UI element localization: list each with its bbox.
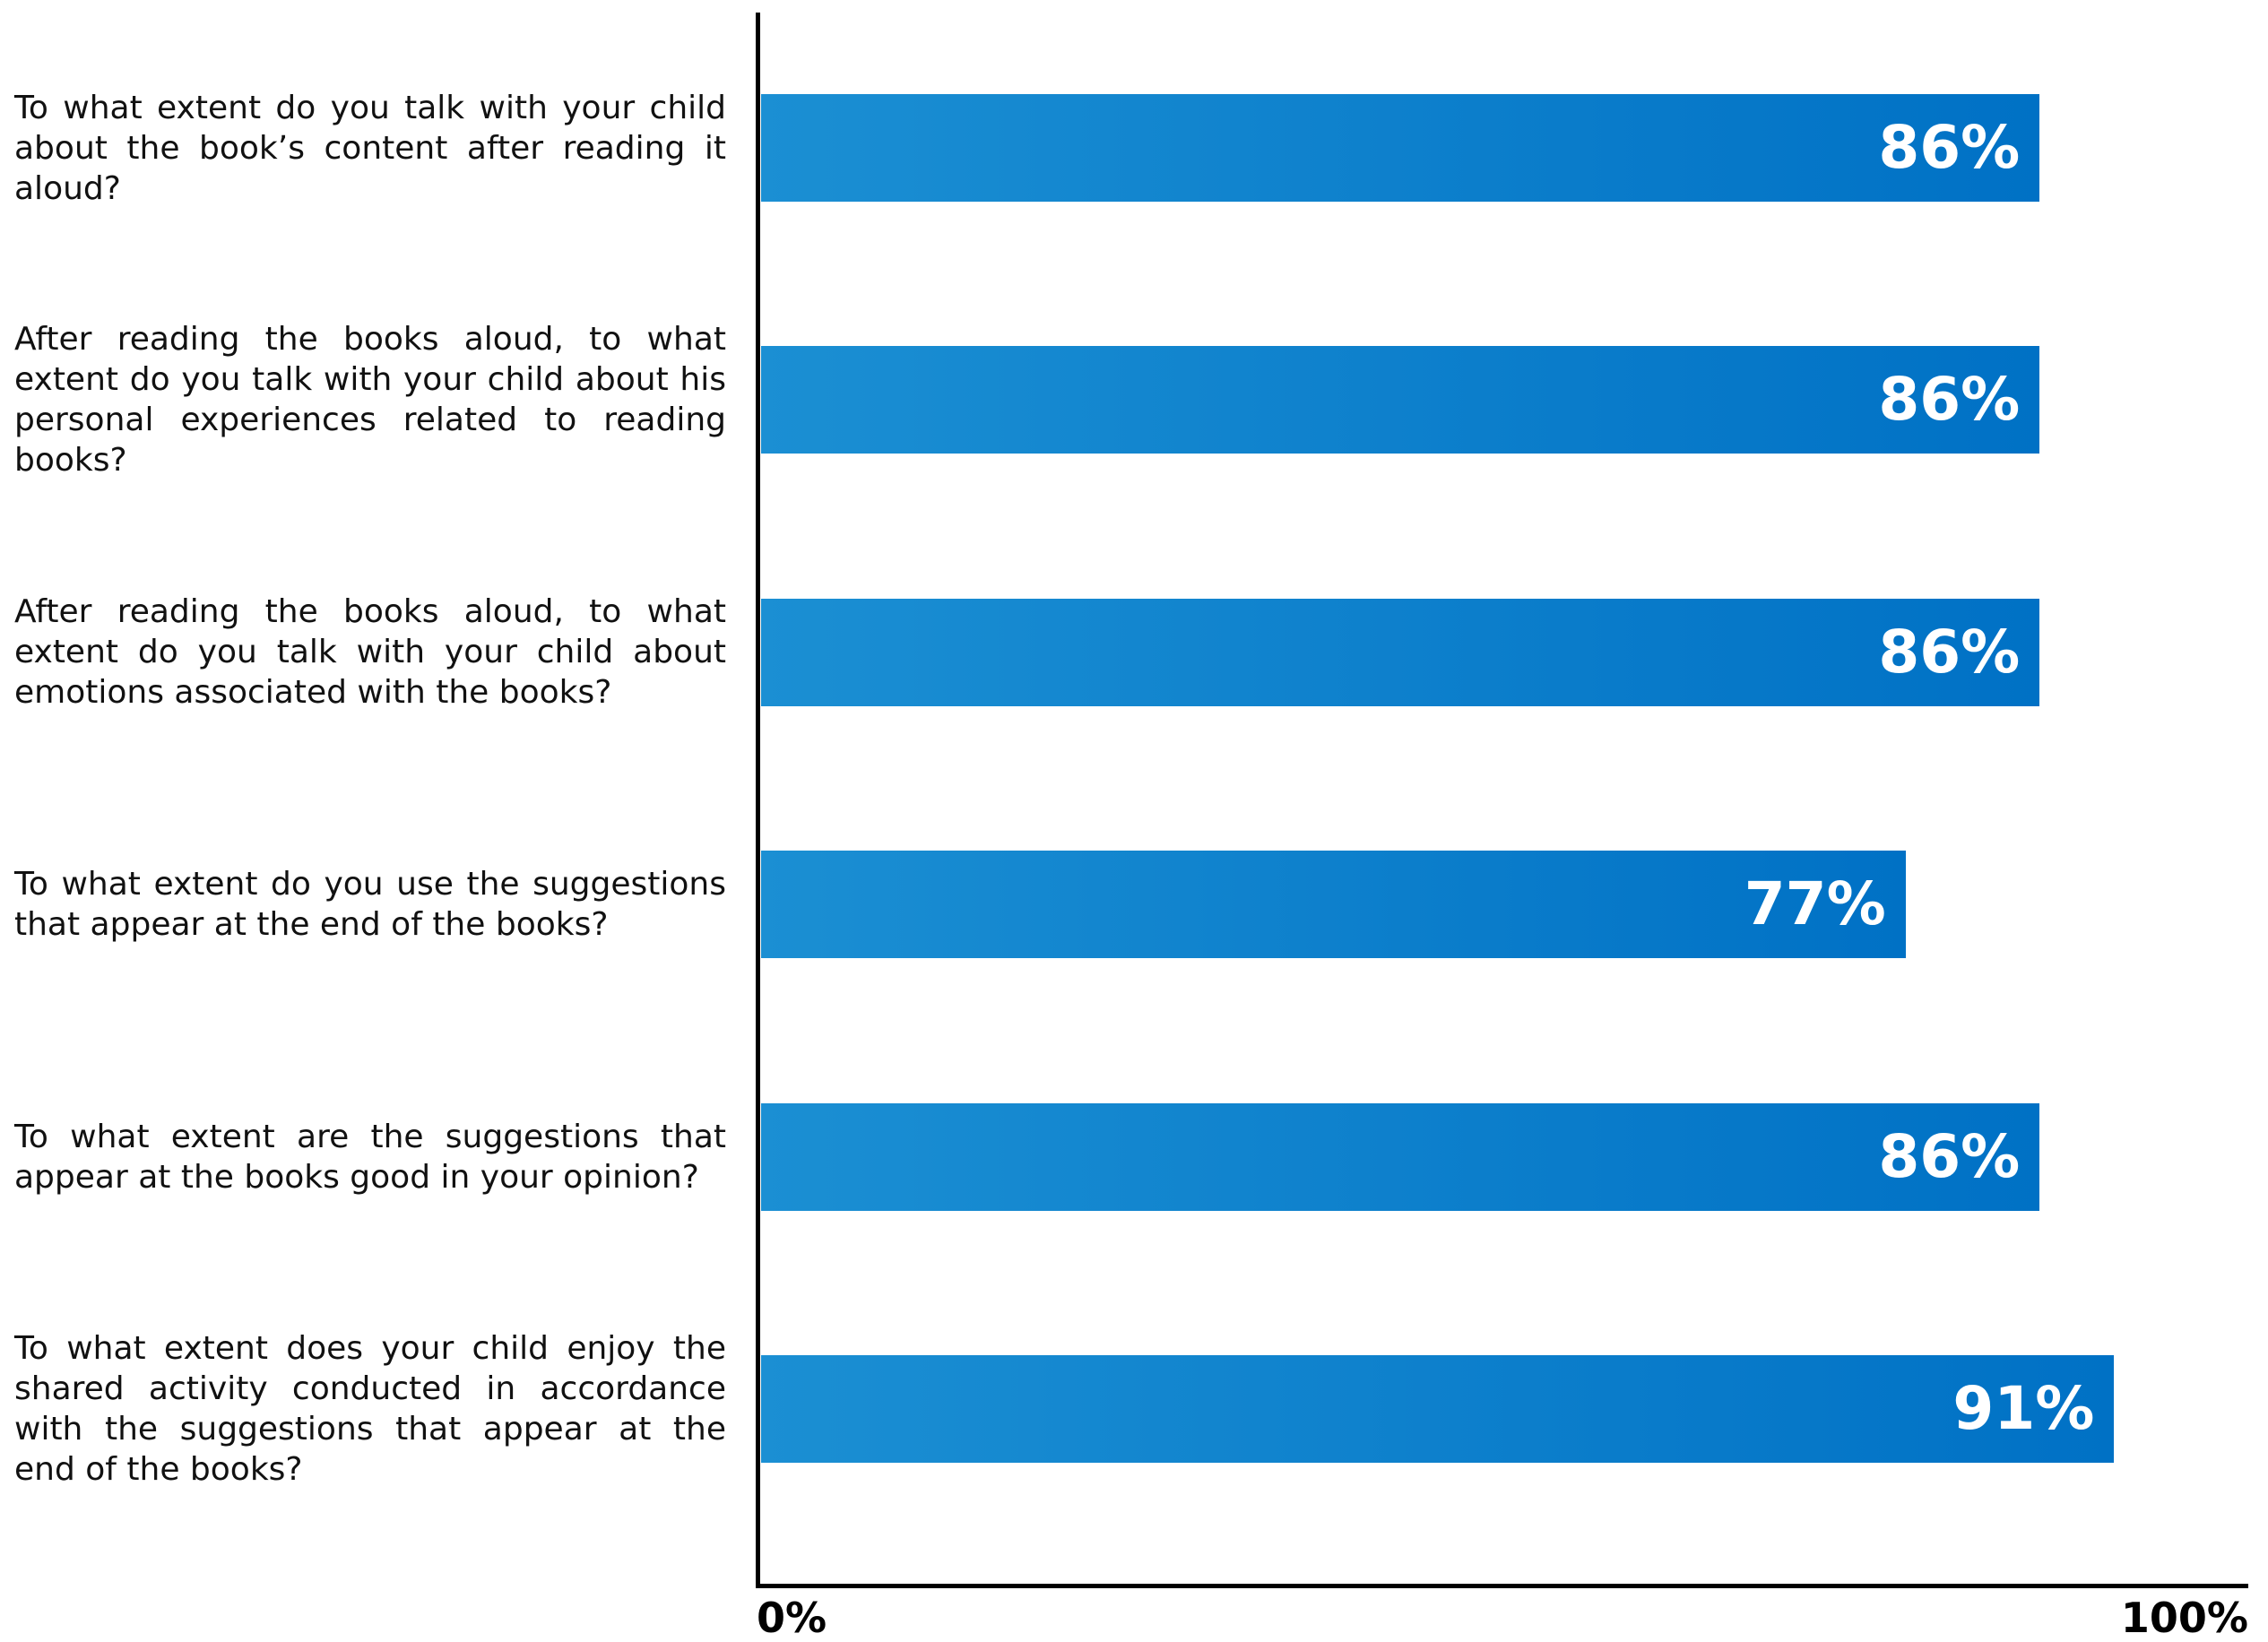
bar [761, 1355, 2115, 1463]
category-label: To what extent do you talk with your chi… [14, 89, 726, 207]
bar-value-label: 86% [1878, 365, 2021, 435]
bar [761, 94, 2040, 202]
x-axis-line [756, 1584, 2248, 1588]
x-tick-label: 0% [757, 1594, 827, 1642]
bar-value-label: 91% [1952, 1374, 2095, 1443]
bar [761, 851, 1906, 959]
y-axis-line [756, 13, 760, 1586]
bar [761, 598, 2040, 706]
bar [761, 1102, 2040, 1211]
category-label: After reading the books aloud, to what e… [14, 593, 726, 712]
x-tick-label: 100% [2120, 1594, 2248, 1642]
bar-value-label: 86% [1878, 617, 2021, 687]
bar [761, 346, 2040, 454]
bar-value-label: 86% [1878, 1121, 2021, 1191]
bar-value-label: 86% [1878, 113, 2021, 182]
category-label: To what extent do you use the suggestion… [14, 866, 726, 944]
category-label: To what extent does your child enjoy the… [14, 1330, 726, 1488]
category-label: After reading the books aloud, to what e… [14, 321, 726, 480]
bar-value-label: 77% [1744, 869, 1886, 939]
category-label: To what extent are the suggestions that … [14, 1118, 726, 1196]
